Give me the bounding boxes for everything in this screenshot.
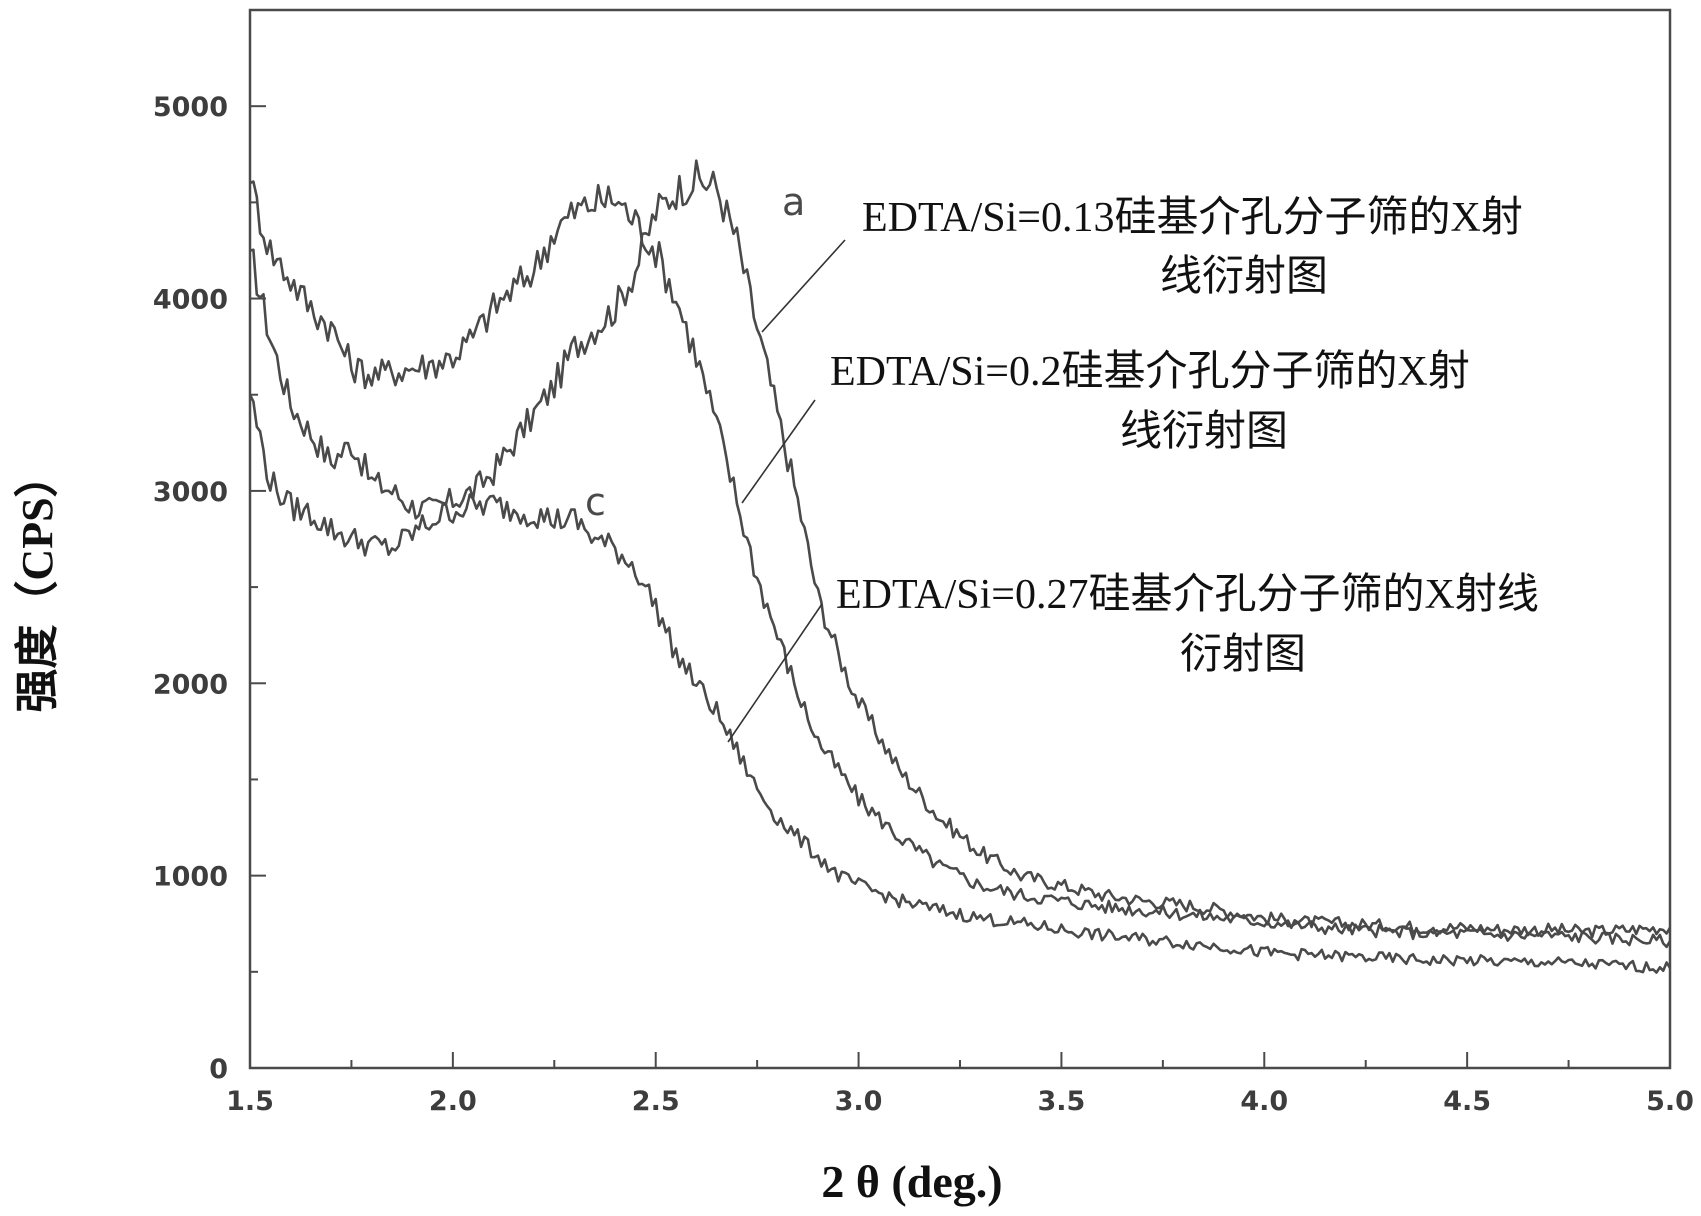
- series-line-2: [248, 394, 1672, 974]
- annotation-0-line-0: EDTA/Si=0.13硅基介孔分子筛的X射: [862, 195, 1523, 241]
- annotation-1-line-1: 线衍射图: [1120, 409, 1288, 455]
- y-tick-label-3: 3000: [153, 477, 228, 508]
- series-layer: ac: [248, 159, 1672, 974]
- x-tick-label-5: 4.0: [1240, 1086, 1288, 1117]
- y-axis-title: 强度（CPS）: [13, 453, 62, 712]
- y-tick-label-1: 1000: [153, 862, 228, 893]
- y-tick-label-2: 2000: [153, 669, 228, 700]
- annotation-2-line-1: 衍射图: [1180, 632, 1306, 678]
- x-tick-label-1: 2.0: [429, 1086, 477, 1117]
- curve-label-c: c: [585, 480, 606, 524]
- annotation-0-line-1: 线衍射图: [1160, 254, 1328, 300]
- annotation-leader-0: [761, 239, 846, 333]
- x-tick-label-2: 2.5: [632, 1086, 680, 1117]
- annotation-1-line-0: EDTA/Si=0.2硅基介孔分子筛的X射: [830, 349, 1470, 395]
- series-line-1: [249, 180, 1672, 949]
- annotation-leader-2: [727, 603, 823, 743]
- annotation-leader-1: [741, 399, 816, 504]
- x-tick-label-0: 1.5: [226, 1086, 274, 1117]
- y-tick-label-4: 4000: [153, 285, 228, 316]
- x-axis-title: 2 θ (deg.): [821, 1156, 1002, 1207]
- annotation-2-line-0: EDTA/Si=0.27硅基介孔分子筛的X射线: [836, 572, 1539, 618]
- x-tick-label-3: 3.0: [835, 1086, 883, 1117]
- y-tick-label-5: 5000: [153, 92, 228, 123]
- y-tick-label-0: 0: [209, 1054, 228, 1085]
- x-tick-label-7: 5.0: [1646, 1086, 1694, 1117]
- series-line-0: [249, 159, 1672, 939]
- ticks-layer: 1.5 2.0 2.5 3.0 3.5 4.0 4.5 5.0 0 1000 2000 3000 400…: [153, 92, 1694, 1117]
- x-tick-label-6: 4.5: [1443, 1086, 1491, 1117]
- curve-label-a: a: [782, 180, 805, 224]
- x-tick-label-4: 3.5: [1038, 1086, 1086, 1117]
